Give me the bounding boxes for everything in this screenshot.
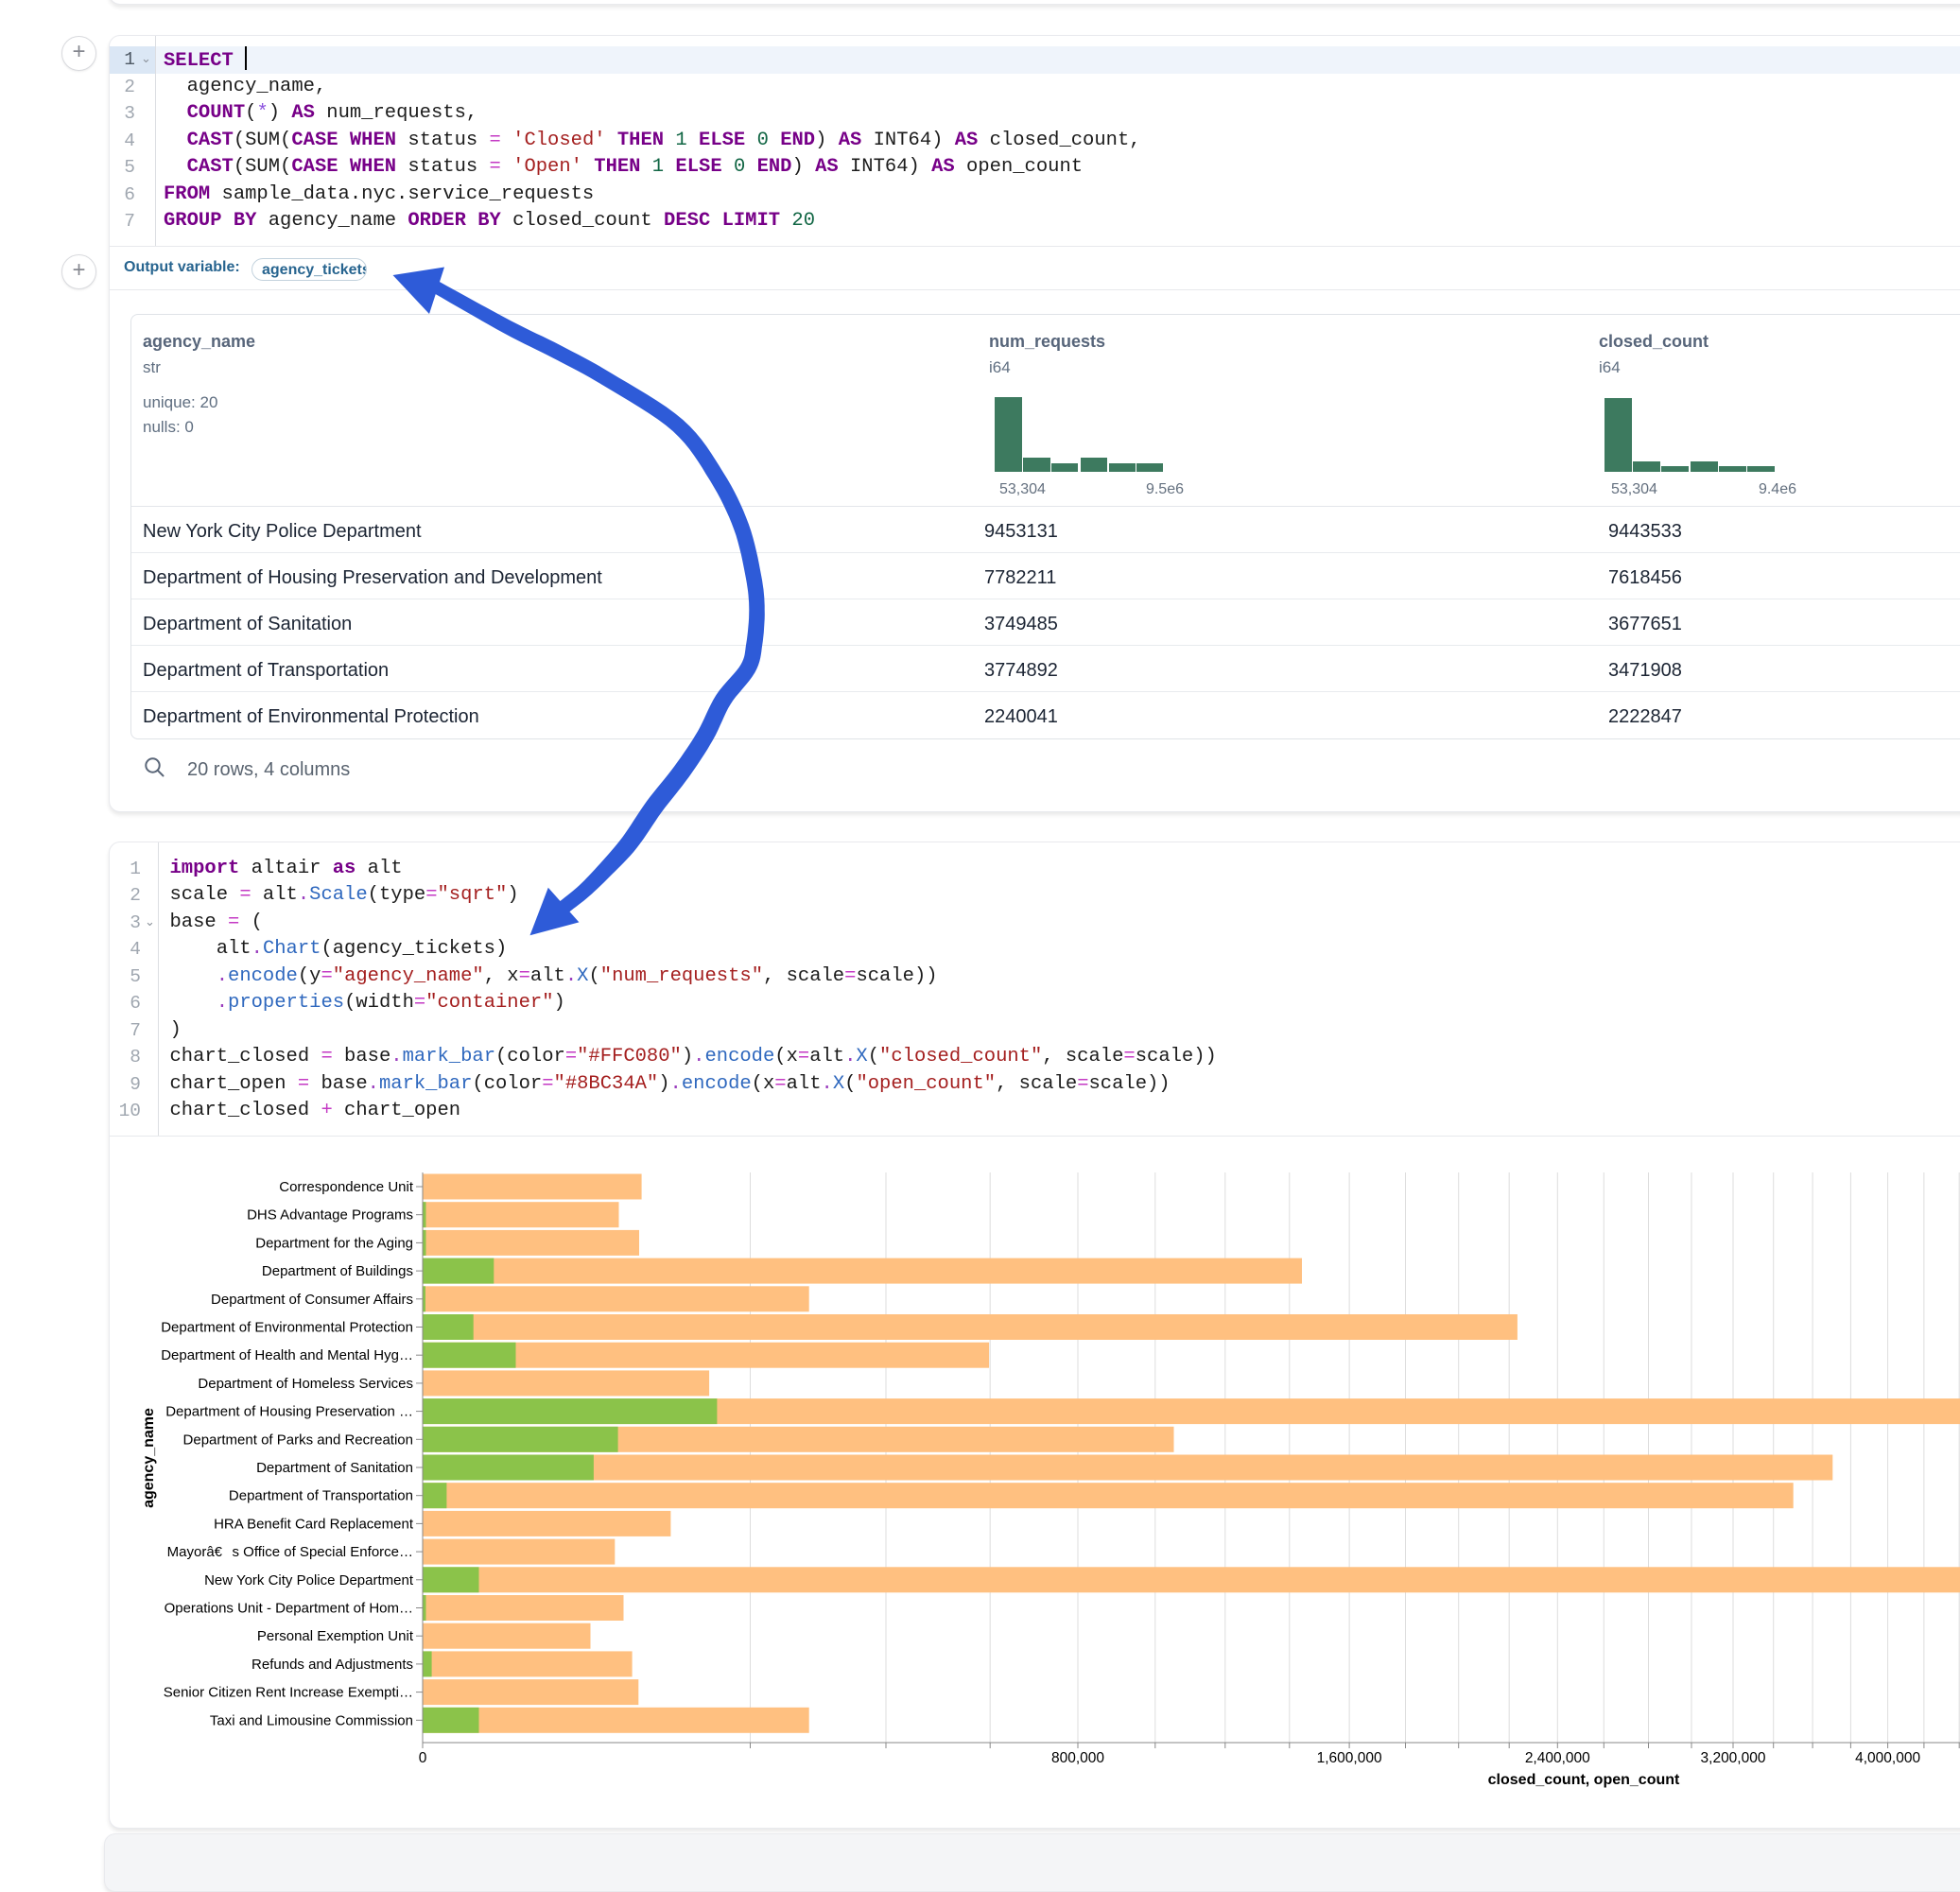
svg-text:Senior Citizen Rent Increase E: Senior Citizen Rent Increase Exempti… (164, 1685, 413, 1701)
svg-text:closed_count, open_count: closed_count, open_count (1488, 1772, 1680, 1788)
svg-text:HRA Benefit Card Replacement: HRA Benefit Card Replacement (214, 1516, 414, 1532)
svg-text:1,600,000: 1,600,000 (1317, 1750, 1382, 1766)
svg-text:Refunds and Adjustments: Refunds and Adjustments (252, 1657, 413, 1673)
svg-text:0: 0 (419, 1750, 427, 1766)
svg-text:Department for the Aging: Department for the Aging (255, 1235, 413, 1251)
svg-text:2,400,000: 2,400,000 (1525, 1750, 1590, 1766)
svg-text:Department of Parks and Recrea: Department of Parks and Recreation (183, 1432, 413, 1448)
svg-text:DHS Advantage Programs: DHS Advantage Programs (247, 1207, 413, 1224)
svg-text:Department of Environmental Pr: Department of Environmental Protection (161, 1320, 413, 1336)
svg-text:agency_name: agency_name (141, 1408, 157, 1508)
svg-text:Taxi and Limousine Commission: Taxi and Limousine Commission (210, 1712, 413, 1728)
svg-text:Department of Health and Menta: Department of Health and Mental Hyg… (161, 1347, 413, 1363)
svg-text:3,200,000: 3,200,000 (1701, 1750, 1766, 1766)
svg-text:800,000: 800,000 (1051, 1750, 1104, 1766)
svg-text:Department of Consumer Affairs: Department of Consumer Affairs (211, 1292, 413, 1308)
svg-text:4,000,000: 4,000,000 (1855, 1750, 1920, 1766)
svg-text:New York City Police Departmen: New York City Police Department (204, 1572, 414, 1588)
svg-text:Correspondence Unit: Correspondence Unit (279, 1179, 414, 1195)
svg-text:Department of Sanitation: Department of Sanitation (256, 1460, 413, 1476)
svg-text:Department of Homeless Service: Department of Homeless Services (198, 1376, 413, 1392)
svg-text:Department of Housing Preserva: Department of Housing Preservation … (165, 1404, 413, 1420)
svg-text:Personal Exemption Unit: Personal Exemption Unit (257, 1628, 414, 1644)
svg-text:Mayorâ€ s Office of Special E: Mayorâ€ s Office of Special Enforce… (167, 1544, 413, 1560)
svg-text:Operations Unit - Department o: Operations Unit - Department of Hom… (165, 1601, 413, 1617)
svg-text:Department of Buildings: Department of Buildings (262, 1263, 413, 1279)
svg-text:Department of Transportation: Department of Transportation (229, 1488, 413, 1504)
